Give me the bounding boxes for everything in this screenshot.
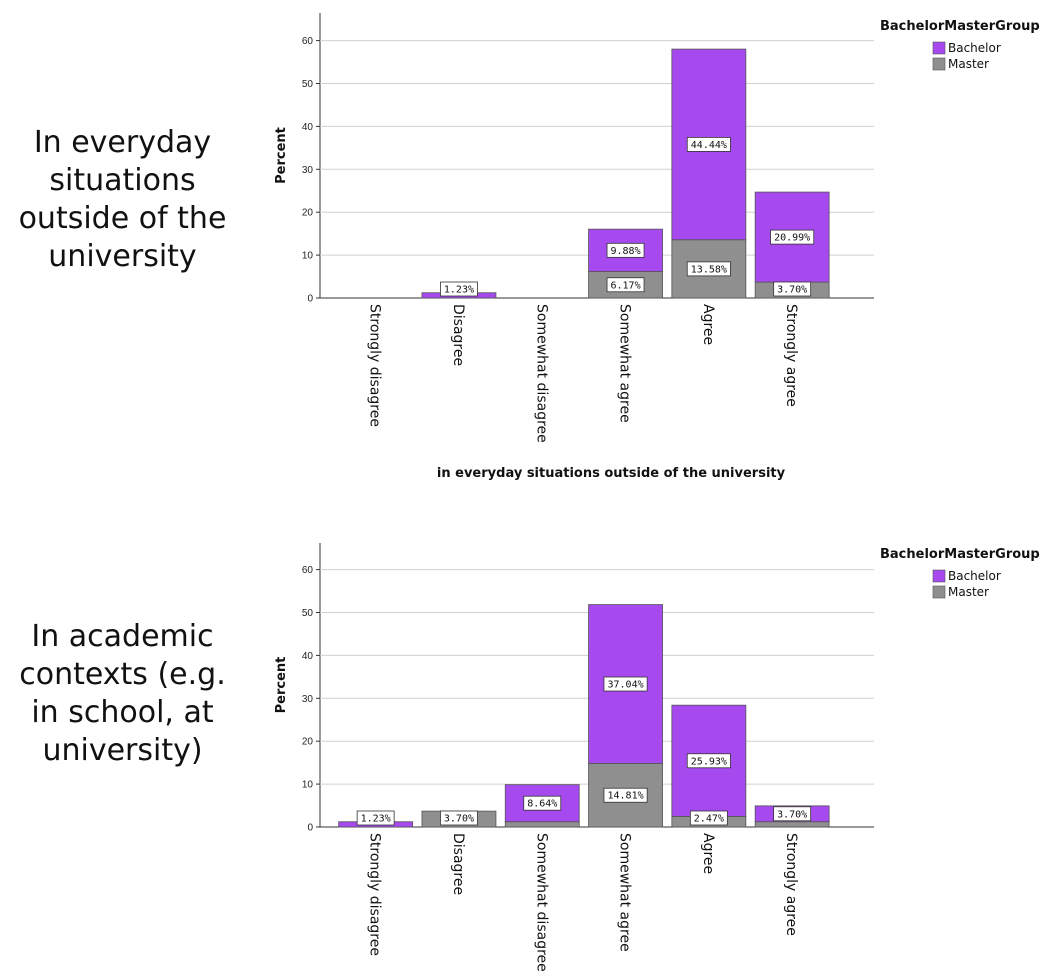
category-label: Disagree [450, 304, 466, 366]
data-label: 1.23% [444, 285, 474, 296]
data-label-box [773, 281, 812, 297]
x-axis-label: in everyday situations outside of the un… [437, 466, 786, 481]
data-label: 6.17% [610, 280, 640, 291]
y-axis-label: Percent [274, 127, 289, 184]
data-label-box [686, 753, 731, 769]
data-label: 3.70% [777, 809, 807, 820]
category-label: Agree [700, 833, 716, 874]
chart-2: 0 10 20 30 40 50 60 Percent 1.23% Strongly disagr… [274, 543, 1040, 972]
data-label-box [773, 806, 812, 822]
bar-master [754, 821, 830, 828]
category-label: Somewhat agree [617, 833, 633, 952]
legend-swatch-bachelor [932, 41, 946, 55]
legend-entry-master: Master [948, 57, 989, 71]
bar-master [504, 821, 580, 828]
data-label: 44.44% [691, 140, 727, 151]
data-label-box [606, 242, 645, 258]
y-tick-label: 60 [302, 36, 314, 47]
y-tick-label: 10 [302, 251, 314, 262]
y-tick-label: 0 [307, 294, 313, 305]
y-tick-label: 40 [302, 122, 314, 133]
data-label-box [770, 229, 815, 245]
data-label: 20.99% [774, 233, 810, 244]
legend-title: BachelorMasterGroup [880, 19, 1040, 34]
y-tick-label: 10 [302, 780, 314, 791]
data-label-box [440, 810, 478, 826]
data-label-box [603, 676, 648, 692]
legend-entry-bachelor: Bachelor [948, 569, 1001, 583]
category-label: Somewhat agree [617, 304, 633, 423]
bar-bachelor [588, 228, 663, 272]
data-label: 13.58% [691, 264, 727, 275]
legend-entry-master: Master [948, 585, 989, 599]
data-label: 3.70% [777, 285, 807, 296]
category-label: Agree [700, 304, 716, 345]
data-label: 2.47% [694, 814, 724, 825]
y-axis-label: Percent [274, 657, 289, 714]
y-tick-label: 20 [302, 208, 314, 219]
side-label-everyday: In everyday situations outside of the un… [18, 125, 227, 274]
data-label-box [440, 281, 478, 297]
category-label: Strongly agree [783, 304, 799, 407]
legend-swatch-master [932, 585, 946, 599]
legend-title: BachelorMasterGroup [880, 547, 1040, 562]
data-label: 14.81% [607, 791, 643, 802]
y-tick-label: 20 [302, 737, 314, 748]
y-tick-label: 50 [302, 608, 314, 619]
y-tick-label: 50 [302, 79, 314, 90]
category-label: Somewhat disagree [533, 304, 549, 443]
y-tick-label: 40 [302, 651, 314, 662]
data-label-box [606, 277, 645, 293]
side-label-academic: In academic contexts (e.g. in school, at… [19, 619, 226, 768]
data-label: 8.64% [527, 799, 557, 810]
data-label-box [603, 787, 648, 803]
legend-entry-bachelor: Bachelor [948, 41, 1001, 55]
legend-swatch-master [932, 57, 946, 71]
y-tick-label: 60 [302, 565, 314, 576]
data-label-box [356, 810, 395, 826]
y-tick-label: 30 [302, 694, 314, 705]
data-label: 37.04% [607, 680, 643, 691]
data-label: 3.70% [444, 814, 474, 825]
category-label: Strongly disagree [367, 833, 383, 956]
data-label-box [689, 810, 728, 826]
category-label: Somewhat disagree [533, 833, 549, 972]
data-label: 1.23% [361, 814, 391, 825]
data-label: 25.93% [691, 756, 727, 767]
y-tick-label: 30 [302, 165, 314, 176]
category-label: Strongly agree [783, 833, 799, 936]
y-tick-label: 0 [307, 823, 313, 834]
data-label: 9.88% [610, 246, 640, 257]
data-label-box [686, 261, 731, 277]
data-label-box [523, 795, 562, 811]
data-label-box [686, 137, 731, 152]
legend-swatch-bachelor [932, 569, 946, 583]
chart-1: 0 10 20 30 40 50 60 Percent Strongly disagree 1.2… [274, 13, 1040, 481]
category-label: Disagree [450, 833, 466, 895]
category-label: Strongly disagree [367, 304, 383, 427]
